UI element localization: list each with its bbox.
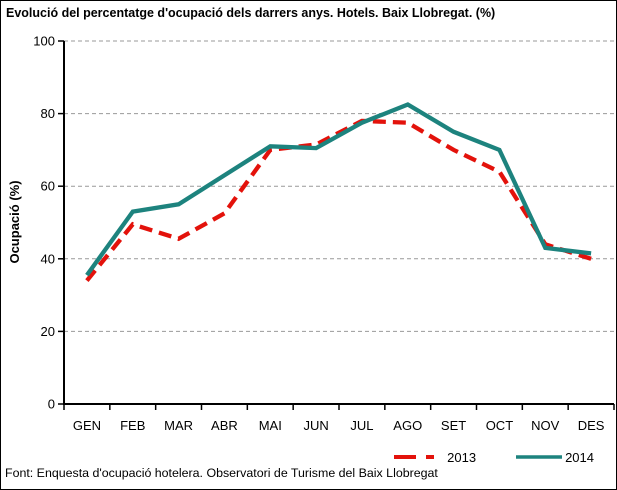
occupancy-line-chart: 0 20 40 60 80 100 GEN FEB MAR ABR MAI JUN JUL AGO SET O… <box>7 34 615 433</box>
chart-legend: 2013 2014 <box>394 448 594 466</box>
x-tick-label-NOV: NOV <box>531 418 560 433</box>
x-tick-label-DES: DES <box>578 418 605 433</box>
legend-label-2014: 2014 <box>565 449 594 465</box>
y-tick-label-60: 60 <box>41 179 55 194</box>
dashed-line-swatch-2013 <box>394 455 445 459</box>
solid-line-swatch-2014 <box>516 455 563 459</box>
x-tick-label-OCT: OCT <box>486 418 514 433</box>
y-tick-label-40: 40 <box>41 251 55 266</box>
chart-source-note: Font: Enquesta d'ocupació hotelera. Obse… <box>5 466 438 480</box>
y-tick-label-80: 80 <box>41 106 55 121</box>
y-tick-label-100: 100 <box>33 34 55 49</box>
legend-item-2014: 2014 <box>516 450 594 465</box>
x-tick-label-MAI: MAI <box>259 418 282 433</box>
x-tick-label-SET: SET <box>441 418 466 433</box>
legend-label-2013: 2013 <box>447 449 477 465</box>
x-tick-label-AGO: AGO <box>393 418 422 433</box>
legend-item-2013: 2013 <box>394 450 476 465</box>
chart-title: Evolució del percentatge d'ocupació dels… <box>6 6 496 20</box>
y-tick-label-0: 0 <box>48 397 55 412</box>
y-axis-title: Ocupació (%) <box>7 180 22 263</box>
series-line-2014 <box>85 102 592 277</box>
series-line-2013 <box>85 118 592 282</box>
x-tick-label-JUN: JUN <box>303 418 328 433</box>
x-tick-label-GEN: GEN <box>73 418 101 433</box>
x-tick-label-MAR: MAR <box>164 418 193 433</box>
x-tick-label-JUL: JUL <box>350 418 373 433</box>
y-tick-label-20: 20 <box>41 324 55 339</box>
x-tick-label-ABR: ABR <box>211 418 238 433</box>
x-tick-label-FEB: FEB <box>120 418 145 433</box>
